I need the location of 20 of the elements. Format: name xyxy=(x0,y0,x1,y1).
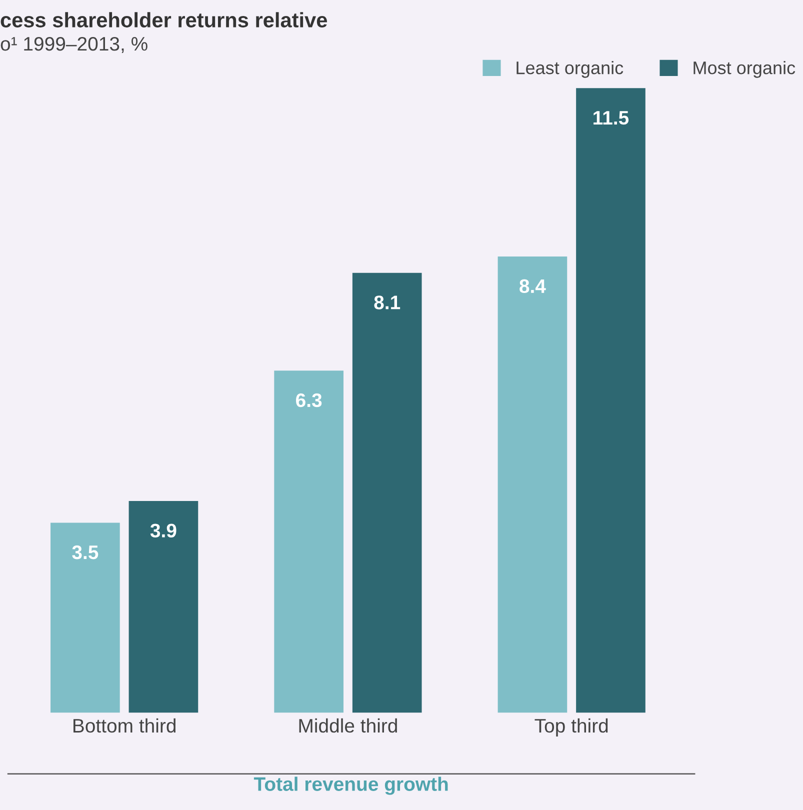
bar xyxy=(352,272,422,713)
chart-title: cess shareholder returns relative xyxy=(0,12,327,28)
chart-subtitle: o¹ 1999–2013, % xyxy=(0,36,148,54)
bar xyxy=(576,88,646,713)
x-axis-title: Total revenue growth xyxy=(254,776,448,795)
x-tick-label: Top third xyxy=(534,718,608,736)
data-label: 3.9 xyxy=(150,524,176,538)
data-label: 8.4 xyxy=(520,279,546,294)
bar xyxy=(498,256,568,713)
x-tick-label: Middle third xyxy=(299,718,397,733)
data-label: 8.1 xyxy=(374,296,400,310)
data-label: 6.3 xyxy=(296,393,322,408)
bar xyxy=(50,522,120,713)
x-tick-label: Bottom third xyxy=(74,718,176,733)
data-label: 11.5 xyxy=(594,111,629,125)
data-label: 3.5 xyxy=(72,545,98,560)
bar xyxy=(128,500,198,713)
bar xyxy=(274,370,344,713)
legend-label: Most organic xyxy=(694,60,796,78)
legend-label: Least organic xyxy=(516,60,624,78)
